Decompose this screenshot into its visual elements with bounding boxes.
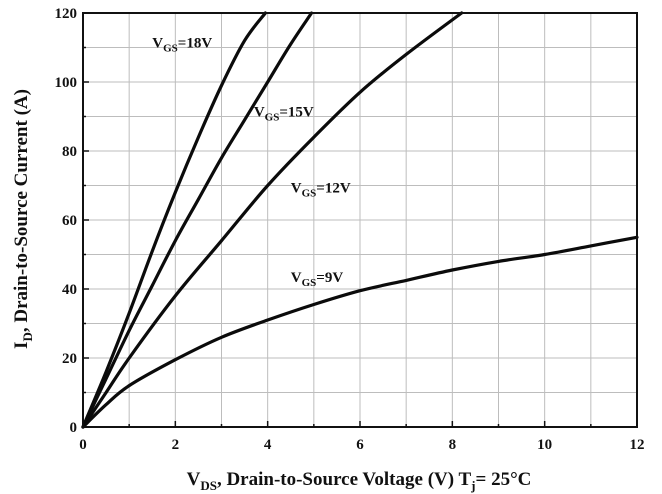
- curve-label-vgs-9: VGS=9V: [291, 270, 344, 289]
- y-axis-title-sub: D: [20, 332, 35, 341]
- curve-label-vgs-18: VGS=18V: [152, 36, 212, 55]
- y-axis-title-main: I: [11, 342, 32, 349]
- x-tick-label: 8: [449, 437, 457, 453]
- x-tick-label: 0: [79, 437, 87, 453]
- x-tick-label: 12: [630, 437, 645, 453]
- y-tick-label: 60: [62, 213, 77, 229]
- y-axis-title: ID, Drain-to-Source Current (A): [11, 89, 35, 349]
- x-tick-label: 2: [172, 437, 180, 453]
- x-tick-label: 10: [537, 437, 552, 453]
- curve-label-vgs-15: VGS=15V: [254, 105, 314, 124]
- curves: [81, 11, 639, 429]
- x-axis-title-sub2: j: [470, 478, 475, 493]
- x-axis-title-tail: = 25°C: [476, 469, 532, 490]
- curve-vgs-12: [81, 11, 464, 429]
- y-tick-label: 120: [55, 6, 78, 22]
- curve-label-vgs-12: VGS=12V: [291, 180, 351, 199]
- curve-vgs-15: [81, 11, 314, 429]
- y-tick-label: 80: [62, 144, 77, 160]
- y-tick-label: 40: [62, 282, 77, 298]
- x-axis-title-sub: DS: [200, 478, 217, 493]
- x-tick-label: 4: [264, 437, 272, 453]
- x-axis-title-rest: , Drain-to-Source Voltage (V) T: [217, 469, 472, 490]
- y-axis-title-rest: , Drain-to-Source Current (A): [11, 89, 32, 332]
- y-tick-label: 20: [62, 351, 77, 367]
- curve-labels: VGS=18V VGS=15V VGS=12V VGS=9V: [152, 36, 351, 290]
- y-tick-label: 100: [55, 75, 78, 91]
- y-tick-label: 0: [70, 420, 78, 436]
- x-axis-title-main: V: [187, 469, 201, 490]
- x-tick-label: 6: [356, 437, 364, 453]
- curve-vgs-18: [81, 11, 267, 429]
- x-axis-title: VDS, Drain-to-Source Voltage (V) Tj= 25°…: [187, 469, 532, 493]
- curve-vgs-9: [81, 235, 639, 429]
